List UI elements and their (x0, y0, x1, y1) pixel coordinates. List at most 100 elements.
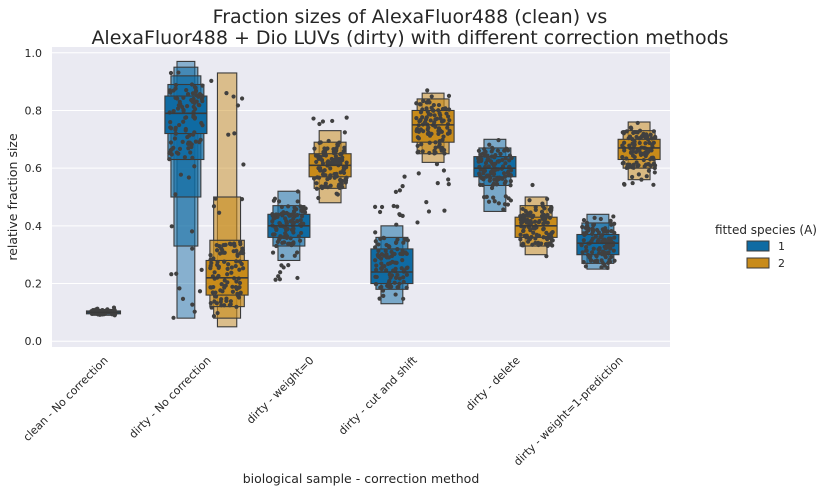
strip-point-species-1 (191, 104, 196, 109)
strip-point-species-2 (239, 197, 245, 202)
strip-point-species-2 (530, 182, 535, 188)
strip-point-species-2 (336, 159, 341, 164)
strip-point-species-1 (301, 221, 306, 226)
strip-point-species-2 (226, 262, 231, 267)
strip-point-species-2 (344, 175, 349, 180)
strip-point-species-1 (180, 296, 186, 301)
strip-point-species-1 (397, 188, 402, 193)
strip-point-species-2 (340, 157, 345, 163)
strip-point-species-2 (340, 185, 345, 190)
strip-point-species-1 (376, 242, 381, 247)
strip-point-species-2 (627, 143, 632, 148)
y-axis-label: relative fraction size (5, 133, 20, 261)
strip-point-species-1 (500, 157, 505, 163)
strip-point-species-2 (415, 126, 420, 132)
strip-point-species-2 (518, 232, 523, 237)
strip-point-species-2 (332, 171, 337, 177)
strip-point-species-2 (541, 235, 546, 240)
strip-point-species-2 (533, 240, 538, 246)
strip-point-species-2 (341, 168, 346, 173)
strip-point-species-2 (214, 248, 220, 253)
strip-point-species-1 (280, 240, 285, 245)
strip-point-species-1 (288, 236, 293, 241)
strip-point-species-1 (381, 293, 386, 298)
strip-point-species-1 (278, 270, 283, 275)
strip-point-species-1 (187, 140, 193, 145)
strip-point-species-2 (532, 219, 538, 224)
strip-point-species-1 (100, 312, 105, 317)
strip-point-species-1 (373, 258, 378, 263)
strip-point-species-1 (393, 275, 399, 280)
strip-point-species-2 (622, 148, 627, 153)
strip-point-species-2 (418, 118, 423, 123)
y-tick-label: 0.8 (25, 104, 43, 117)
strip-point-species-1 (491, 172, 497, 177)
strip-point-species-1 (379, 261, 384, 266)
strip-point-species-1 (581, 238, 586, 243)
strip-point-species-2 (320, 185, 325, 191)
strip-point-species-2 (624, 156, 629, 161)
x-axis-label: biological sample - correction method (243, 471, 480, 486)
strip-point-species-1 (192, 100, 197, 105)
strip-point-species-1 (597, 251, 602, 256)
strip-point-species-2 (639, 177, 644, 182)
strip-point-species-1 (482, 146, 487, 152)
strip-point-species-1 (379, 284, 384, 290)
strip-point-species-1 (167, 157, 172, 162)
strip-point-species-2 (630, 180, 635, 186)
strip-point-species-2 (314, 186, 319, 191)
strip-point-species-1 (193, 139, 199, 144)
strip-point-species-2 (651, 182, 656, 187)
strip-point-species-2 (235, 252, 240, 257)
strip-point-species-2 (337, 140, 342, 145)
strip-point-species-1 (503, 194, 508, 199)
strip-point-species-1 (374, 263, 379, 268)
strip-point-species-2 (225, 266, 230, 271)
strip-point-species-1 (296, 234, 301, 239)
strip-point-species-1 (395, 247, 400, 252)
strip-point-species-1 (276, 199, 282, 204)
strip-point-species-2 (433, 140, 438, 145)
strip-point-species-2 (446, 114, 451, 119)
strip-point-species-1 (169, 272, 174, 277)
strip-point-species-1 (169, 152, 174, 157)
strip-point-species-2 (237, 267, 242, 272)
strip-point-species-1 (401, 279, 406, 285)
strip-point-species-2 (222, 259, 227, 264)
strip-point-species-2 (431, 108, 436, 113)
strip-point-species-1 (284, 227, 289, 233)
strip-point-species-2 (214, 301, 219, 306)
strip-point-species-1 (605, 265, 610, 270)
strip-point-species-2 (432, 113, 437, 118)
strip-point-species-1 (401, 240, 406, 245)
strip-point-species-2 (441, 168, 447, 173)
strip-point-species-2 (536, 233, 542, 238)
strip-point-species-2 (225, 272, 230, 277)
strip-point-species-2 (520, 206, 525, 212)
strip-point-species-1 (295, 212, 300, 218)
strip-point-species-2 (626, 163, 631, 168)
strip-point-species-1 (270, 212, 275, 217)
strip-point-species-1 (498, 151, 503, 157)
strip-point-species-1 (298, 218, 303, 223)
strip-point-species-2 (528, 210, 533, 215)
strip-point-species-2 (441, 134, 446, 139)
strip-point-species-2 (222, 285, 227, 290)
strip-point-species-1 (581, 231, 586, 236)
strip-point-species-2 (518, 217, 523, 222)
strip-point-species-1 (599, 265, 604, 270)
strip-point-species-1 (581, 260, 586, 265)
strip-point-species-1 (478, 182, 483, 187)
strip-point-species-1 (491, 181, 496, 186)
strip-point-species-1 (379, 204, 385, 210)
strip-point-species-1 (176, 70, 181, 75)
x-tick-label: dirty - weight=1-prediction (511, 354, 625, 468)
strip-point-species-1 (400, 213, 405, 218)
strip-point-species-1 (171, 315, 176, 320)
strip-point-species-1 (592, 259, 597, 264)
strip-point-species-2 (219, 297, 224, 302)
strip-point-species-2 (632, 130, 638, 135)
strip-point-species-1 (173, 82, 179, 88)
strip-point-species-1 (174, 271, 179, 276)
strip-point-species-2 (224, 91, 229, 96)
